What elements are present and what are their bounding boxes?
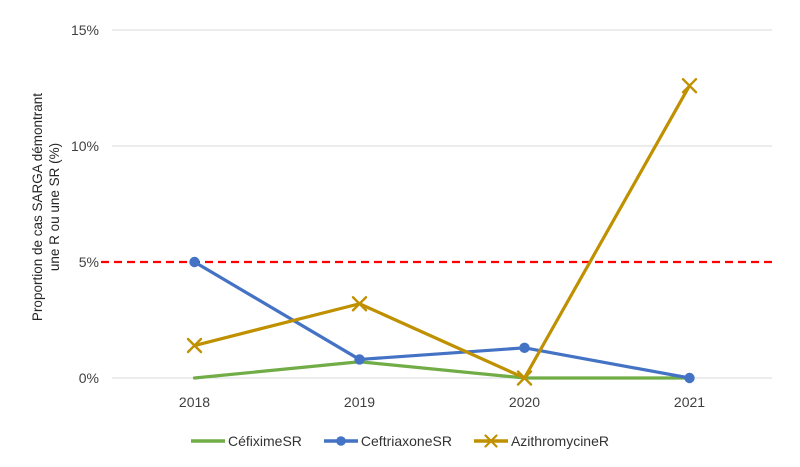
data-point-marker xyxy=(186,337,203,354)
series-line xyxy=(192,360,692,380)
y-axis-title: Proportion de cas SARGA démontrant une R… xyxy=(29,93,63,321)
legend-swatch-line-x-icon xyxy=(473,434,508,448)
legend-label: CeftriaxoneSR xyxy=(360,433,452,449)
series-azithromyciner xyxy=(186,77,698,386)
x-tick-label: 2020 xyxy=(509,394,540,410)
x-tick-label: 2021 xyxy=(674,394,705,410)
data-point-marker xyxy=(354,354,365,365)
data-point-marker xyxy=(684,372,695,384)
y-tick-label: 0% xyxy=(79,370,99,386)
data-point-marker xyxy=(336,436,346,446)
data-point-marker xyxy=(681,77,698,94)
legend-item-cefixime: CéfiximeSR xyxy=(191,433,302,449)
data-point-marker xyxy=(484,434,498,448)
x-tick-label: 2019 xyxy=(344,394,375,410)
data-point-marker xyxy=(519,342,530,354)
legend-label: CéfiximeSR xyxy=(228,433,302,449)
legend-item-azithromycine: AzithromycineR xyxy=(473,433,609,449)
legend-swatch-line-circle-icon xyxy=(323,434,358,448)
y-tick-label: 15% xyxy=(71,22,99,38)
y-tick-label: 10% xyxy=(71,138,99,154)
data-point-marker xyxy=(351,296,368,312)
x-tick-label: 2018 xyxy=(179,394,210,410)
y-tick-label: 5% xyxy=(79,254,99,270)
y-axis-title-line2: une R ou une SR (%) xyxy=(47,142,62,272)
data-point-marker xyxy=(516,370,533,386)
series-céfiximesr xyxy=(192,360,692,380)
series-ceftriaxonesr xyxy=(189,256,695,384)
legend: CéfiximeSR CeftriaxoneSR AzithromycineR xyxy=(0,430,800,452)
data-point-marker xyxy=(189,256,200,268)
series-line xyxy=(192,260,692,380)
legend-swatch-line-icon xyxy=(191,434,225,448)
series-line xyxy=(192,84,692,380)
y-axis-title-line1: Proportion de cas SARGA démontrant xyxy=(30,92,45,322)
legend-label: AzithromycineR xyxy=(510,433,609,449)
legend-item-ceftriaxone: CeftriaxoneSR xyxy=(323,433,452,449)
